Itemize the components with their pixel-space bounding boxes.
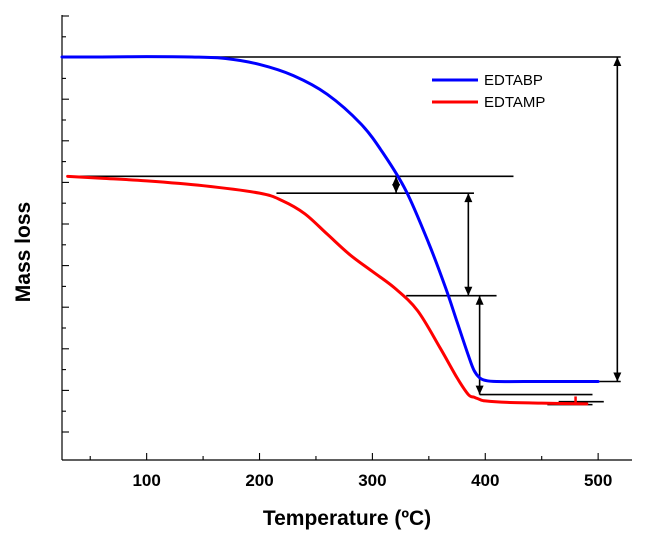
y-axis-title: Mass loss [12, 202, 35, 302]
annotation-arrowhead [613, 372, 622, 382]
series-group [60, 55, 600, 406]
annotation-arrowhead [464, 286, 473, 296]
annotation-arrowhead [392, 184, 401, 194]
y-ticks-group [62, 15, 69, 433]
x-axis-title: Temperature (ºC) [263, 507, 431, 530]
legend-label-edtabp: EDTABP [484, 72, 543, 89]
x-tick-label: 400 [471, 471, 499, 490]
series-line-edtamp [66, 174, 589, 406]
annotation-arrowhead [613, 57, 622, 66]
x-tick-labels-group: 100 200 300 400 500 [132, 471, 612, 490]
legend-label-edtamp: EDTAMP [484, 94, 545, 111]
x-ticks-group [89, 453, 599, 460]
x-tick-label: 500 [584, 471, 612, 490]
axes-group [61, 15, 632, 461]
legend: EDTABP EDTAMP [432, 72, 545, 111]
annotation-arrowhead [392, 176, 401, 186]
x-tick-label: 300 [358, 471, 386, 490]
series-line-edtabp [60, 55, 600, 384]
x-tick-label: 100 [132, 471, 160, 490]
annotation-arrowhead [464, 193, 473, 203]
annotation-arrowhead [475, 295, 484, 305]
x-tick-label: 200 [245, 471, 273, 490]
annotation-arrowhead [475, 385, 484, 395]
